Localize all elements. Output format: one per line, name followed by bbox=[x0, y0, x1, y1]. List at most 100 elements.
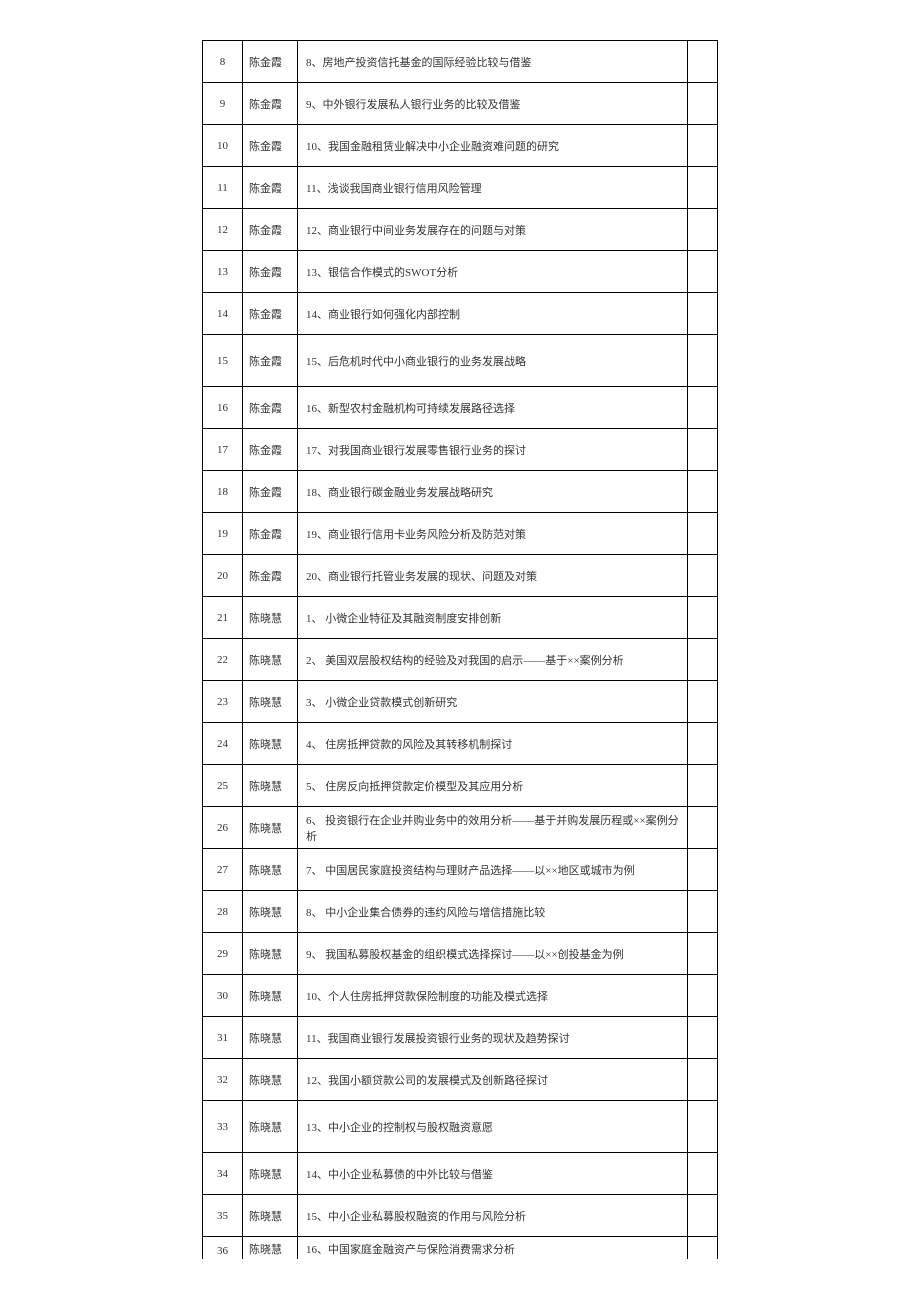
topic-title: 1、 小微企业特征及其融资制度安排创新 bbox=[298, 597, 688, 639]
row-number: 31 bbox=[203, 1017, 243, 1059]
topic-title: 13、银信合作模式的SWOT分析 bbox=[298, 251, 688, 293]
table-row: 23陈晓慧3、 小微企业贷款模式创新研究 bbox=[203, 681, 718, 723]
topic-title: 14、商业银行如何强化内部控制 bbox=[298, 293, 688, 335]
empty-cell bbox=[688, 471, 718, 513]
empty-cell bbox=[688, 513, 718, 555]
advisor-name: 陈晓慧 bbox=[243, 765, 298, 807]
empty-cell bbox=[688, 891, 718, 933]
advisor-name: 陈金霞 bbox=[243, 387, 298, 429]
empty-cell bbox=[688, 723, 718, 765]
advisor-name: 陈晓慧 bbox=[243, 1059, 298, 1101]
empty-cell bbox=[688, 975, 718, 1017]
topic-title: 8、 中小企业集合债券的违约风险与增信措施比较 bbox=[298, 891, 688, 933]
table-row: 27陈晓慧7、 中国居民家庭投资结构与理财产品选择——以××地区或城市为例 bbox=[203, 849, 718, 891]
row-number: 9 bbox=[203, 83, 243, 125]
table-row: 36陈晓慧16、中国家庭金融资产与保险消费需求分析 bbox=[203, 1237, 718, 1259]
empty-cell bbox=[688, 765, 718, 807]
topic-title: 14、中小企业私募债的中外比较与借鉴 bbox=[298, 1153, 688, 1195]
advisor-name: 陈晓慧 bbox=[243, 1101, 298, 1153]
table-row: 9陈金霞9、中外银行发展私人银行业务的比较及借鉴 bbox=[203, 83, 718, 125]
topic-title: 15、中小企业私募股权融资的作用与风险分析 bbox=[298, 1195, 688, 1237]
topic-title: 9、中外银行发展私人银行业务的比较及借鉴 bbox=[298, 83, 688, 125]
table-row: 18陈金霞18、商业银行碳金融业务发展战略研究 bbox=[203, 471, 718, 513]
topic-table: 8陈金霞8、房地产投资信托基金的国际经验比较与借鉴9陈金霞9、中外银行发展私人银… bbox=[202, 40, 718, 1259]
advisor-name: 陈晓慧 bbox=[243, 849, 298, 891]
advisor-name: 陈金霞 bbox=[243, 555, 298, 597]
empty-cell bbox=[688, 597, 718, 639]
table-row: 12陈金霞12、商业银行中间业务发展存在的问题与对策 bbox=[203, 209, 718, 251]
table-row: 24陈晓慧4、 住房抵押贷款的风险及其转移机制探讨 bbox=[203, 723, 718, 765]
advisor-name: 陈金霞 bbox=[243, 209, 298, 251]
empty-cell bbox=[688, 639, 718, 681]
advisor-name: 陈金霞 bbox=[243, 429, 298, 471]
empty-cell bbox=[688, 1153, 718, 1195]
table-row: 31陈晓慧11、我国商业银行发展投资银行业务的现状及趋势探讨 bbox=[203, 1017, 718, 1059]
row-number: 33 bbox=[203, 1101, 243, 1153]
row-number: 25 bbox=[203, 765, 243, 807]
advisor-name: 陈金霞 bbox=[243, 471, 298, 513]
topic-title: 7、 中国居民家庭投资结构与理财产品选择——以××地区或城市为例 bbox=[298, 849, 688, 891]
topic-title: 17、对我国商业银行发展零售银行业务的探讨 bbox=[298, 429, 688, 471]
empty-cell bbox=[688, 293, 718, 335]
topic-title: 9、 我国私募股权基金的组织模式选择探讨——以××创投基金为例 bbox=[298, 933, 688, 975]
table-row: 16陈金霞16、新型农村金融机构可持续发展路径选择 bbox=[203, 387, 718, 429]
empty-cell bbox=[688, 125, 718, 167]
table-row: 17陈金霞17、对我国商业银行发展零售银行业务的探讨 bbox=[203, 429, 718, 471]
table-body: 8陈金霞8、房地产投资信托基金的国际经验比较与借鉴9陈金霞9、中外银行发展私人银… bbox=[203, 41, 718, 1259]
empty-cell bbox=[688, 1101, 718, 1153]
row-number: 18 bbox=[203, 471, 243, 513]
empty-cell bbox=[688, 335, 718, 387]
row-number: 32 bbox=[203, 1059, 243, 1101]
topic-title: 20、商业银行托管业务发展的现状、问题及对策 bbox=[298, 555, 688, 597]
topic-title: 4、 住房抵押贷款的风险及其转移机制探讨 bbox=[298, 723, 688, 765]
row-number: 20 bbox=[203, 555, 243, 597]
advisor-name: 陈晓慧 bbox=[243, 1017, 298, 1059]
table-row: 8陈金霞8、房地产投资信托基金的国际经验比较与借鉴 bbox=[203, 41, 718, 83]
advisor-name: 陈晓慧 bbox=[243, 933, 298, 975]
topic-title: 6、 投资银行在企业并购业务中的效用分析——基于并购发展历程或××案例分析 bbox=[298, 807, 688, 849]
topic-title: 18、商业银行碳金融业务发展战略研究 bbox=[298, 471, 688, 513]
topic-title: 8、房地产投资信托基金的国际经验比较与借鉴 bbox=[298, 41, 688, 83]
advisor-name: 陈金霞 bbox=[243, 513, 298, 555]
empty-cell bbox=[688, 1237, 718, 1259]
empty-cell bbox=[688, 429, 718, 471]
topic-title: 11、浅谈我国商业银行信用风险管理 bbox=[298, 167, 688, 209]
row-number: 24 bbox=[203, 723, 243, 765]
row-number: 11 bbox=[203, 167, 243, 209]
topic-title: 12、商业银行中间业务发展存在的问题与对策 bbox=[298, 209, 688, 251]
topic-title: 12、我国小额贷款公司的发展模式及创新路径探讨 bbox=[298, 1059, 688, 1101]
topic-title: 15、后危机时代中小商业银行的业务发展战略 bbox=[298, 335, 688, 387]
table-row: 11陈金霞11、浅谈我国商业银行信用风险管理 bbox=[203, 167, 718, 209]
empty-cell bbox=[688, 167, 718, 209]
table-row: 21陈晓慧1、 小微企业特征及其融资制度安排创新 bbox=[203, 597, 718, 639]
row-number: 14 bbox=[203, 293, 243, 335]
table-row: 29陈晓慧9、 我国私募股权基金的组织模式选择探讨——以××创投基金为例 bbox=[203, 933, 718, 975]
topic-title: 19、商业银行信用卡业务风险分析及防范对策 bbox=[298, 513, 688, 555]
row-number: 13 bbox=[203, 251, 243, 293]
topic-title: 3、 小微企业贷款模式创新研究 bbox=[298, 681, 688, 723]
advisor-name: 陈金霞 bbox=[243, 293, 298, 335]
empty-cell bbox=[688, 1059, 718, 1101]
row-number: 10 bbox=[203, 125, 243, 167]
topic-title: 10、我国金融租赁业解决中小企业融资难问题的研究 bbox=[298, 125, 688, 167]
advisor-name: 陈晓慧 bbox=[243, 1237, 298, 1259]
advisor-name: 陈晓慧 bbox=[243, 597, 298, 639]
table-row: 32陈晓慧12、我国小额贷款公司的发展模式及创新路径探讨 bbox=[203, 1059, 718, 1101]
row-number: 29 bbox=[203, 933, 243, 975]
advisor-name: 陈晓慧 bbox=[243, 807, 298, 849]
table-row: 14陈金霞14、商业银行如何强化内部控制 bbox=[203, 293, 718, 335]
table-row: 13陈金霞13、银信合作模式的SWOT分析 bbox=[203, 251, 718, 293]
empty-cell bbox=[688, 681, 718, 723]
topic-title: 5、 住房反向抵押贷款定价模型及其应用分析 bbox=[298, 765, 688, 807]
table-row: 30陈晓慧10、个人住房抵押贷款保险制度的功能及模式选择 bbox=[203, 975, 718, 1017]
row-number: 36 bbox=[203, 1237, 243, 1259]
advisor-name: 陈金霞 bbox=[243, 41, 298, 83]
table-row: 26陈晓慧6、 投资银行在企业并购业务中的效用分析——基于并购发展历程或××案例… bbox=[203, 807, 718, 849]
row-number: 17 bbox=[203, 429, 243, 471]
empty-cell bbox=[688, 209, 718, 251]
empty-cell bbox=[688, 555, 718, 597]
row-number: 27 bbox=[203, 849, 243, 891]
empty-cell bbox=[688, 83, 718, 125]
advisor-name: 陈晓慧 bbox=[243, 1195, 298, 1237]
row-number: 16 bbox=[203, 387, 243, 429]
